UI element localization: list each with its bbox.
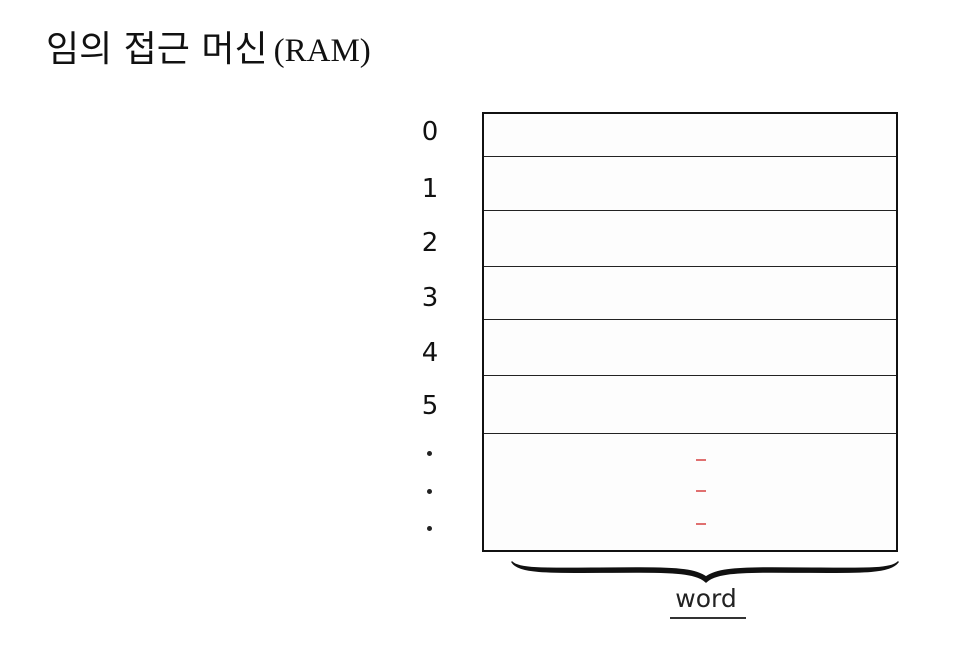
continuation-dot — [427, 451, 432, 456]
continuation-dot — [427, 526, 432, 531]
title-korean: 임의 접근 머신 — [46, 29, 268, 70]
title-acronym: (RAM) — [273, 33, 371, 69]
memory-cell-divider — [484, 375, 896, 376]
memory-cell-divider — [484, 433, 896, 434]
word-underline — [670, 617, 746, 619]
continuation-dash — [696, 490, 706, 492]
page-title: 임의 접근 머신 (RAM) — [46, 28, 371, 73]
memory-cell-divider — [484, 266, 896, 267]
address-label-3: 3 — [421, 283, 439, 313]
memory-array — [482, 112, 898, 552]
continuation-dot — [427, 489, 432, 494]
continuation-dash — [696, 523, 706, 525]
address-label-4: 4 — [421, 338, 439, 368]
memory-cell-divider — [484, 210, 896, 211]
address-label-0: 0 — [421, 117, 439, 147]
address-label-1: 1 — [421, 174, 439, 204]
address-label-5: 5 — [421, 391, 439, 421]
word-label: word — [675, 584, 737, 613]
continuation-dash — [696, 459, 706, 461]
address-label-2: 2 — [421, 228, 439, 258]
memory-cell-divider — [484, 319, 896, 320]
memory-cell-divider — [484, 156, 896, 157]
